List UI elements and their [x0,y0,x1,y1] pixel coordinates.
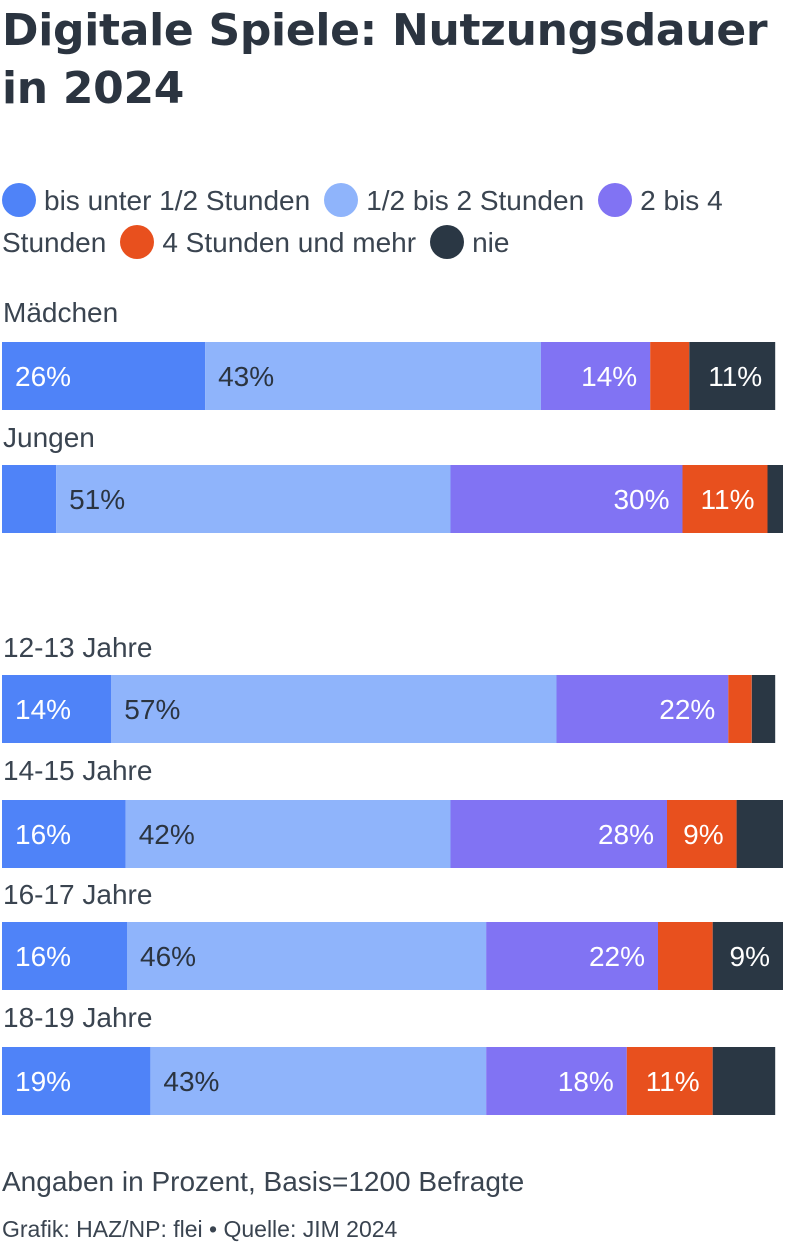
bar-segment [486,1047,627,1115]
bar-segment [2,675,112,743]
bar-segment [2,800,126,868]
legend-swatch [598,183,633,217]
bar-segment [626,1047,713,1115]
legend-label: 4 Stunden und mehr [162,227,417,258]
bar-segment [712,1047,776,1115]
legend: bis unter 1/2 Stunden 1/2 bis 2 Stunden 2 … [2,180,798,264]
bar-segment [450,465,683,533]
bar-segment [682,465,768,533]
data-label: 22% [659,694,715,725]
category-label: 18-19 Jahre [3,1002,152,1033]
bar-segment [658,922,713,990]
data-label: 28% [598,819,654,850]
bar-segment [736,800,783,868]
bar-segment [125,800,451,868]
legend-item: bis unter 1/2 Stunden [2,183,311,217]
data-label: 22% [589,941,645,972]
data-label: 18% [558,1066,614,1097]
data-label: 26% [15,361,71,392]
data-label: 43% [163,1066,219,1097]
legend-item: nie [430,225,510,259]
bar-segment [2,922,127,990]
data-label: 11% [701,484,755,515]
bar-segment [111,675,557,743]
category-label: 12-13 Jahre [3,632,152,663]
data-label: 9% [683,819,723,850]
data-label: 57% [124,694,180,725]
data-label: 42% [139,819,195,850]
bar-segment [728,675,752,743]
legend-label: nie [472,227,510,258]
legend-swatch [430,225,465,259]
category-label: Jungen [3,422,95,453]
bar-segment [486,922,658,990]
bar-segment [150,1047,487,1115]
category-label: 16-17 Jahre [3,879,152,910]
chart-note: Angaben in Prozent, Basis=1200 Befragte [2,1166,525,1197]
legend-label: bis unter 1/2 Stunden [44,185,311,216]
data-label: 19% [15,1066,71,1097]
chart-title: Digitale Spiele: Nutzungsdauer in 2024 [2,5,768,114]
bar-segment [450,800,667,868]
bar-segment [2,1047,151,1115]
chart-area: Mädchen 26% 43% 14% 11% Jungen 51% 30% 11% 12-13 … [0,290,800,1130]
data-label: 16% [15,819,71,850]
bar-segment [650,342,690,410]
legend-swatch [2,183,36,217]
bar-segment [127,922,487,990]
data-label: 16% [15,941,71,972]
data-label: 11% [646,1066,700,1097]
bar-segment [689,342,776,410]
bar-segment [2,465,57,533]
bar-segment [667,800,737,868]
bar-segment [205,342,541,410]
legend-item: 4 Stunden und mehr [120,225,417,259]
data-label: 9% [730,941,770,972]
bar-segment [540,342,651,410]
category-label: 14-15 Jahre [3,755,152,786]
data-label: 11% [708,361,762,392]
data-label: 46% [140,941,196,972]
legend-swatch [324,183,359,217]
stacked-bar-chart: Mädchen 26% 43% 14% 11% Jungen 51% 30% 11% 12-13 … [2,297,783,1115]
data-label: 51% [69,484,125,515]
bar-segment [556,675,729,743]
chart-source: Grafik: HAZ/NP: flei • Quelle: JIM 2024 [2,1216,398,1242]
bar-segment [56,465,451,533]
bar-segment [2,342,206,410]
data-label: 14% [15,694,71,725]
legend-label: 1/2 bis 2 Stunden [366,185,585,216]
legend-swatch [120,225,155,259]
legend-item: 2 bis 4 Stunden [2,183,723,258]
legend-item: 1/2 bis 2 Stunden [324,183,585,217]
data-label: 14% [581,361,637,392]
category-label: Mädchen [3,297,118,328]
data-label: 30% [613,484,669,515]
bar-segment [767,465,783,533]
data-label: 43% [218,361,274,392]
bar-segment [751,675,776,743]
legend-label: 2 bis 4 Stunden [2,185,723,258]
bar-segment [712,922,783,990]
